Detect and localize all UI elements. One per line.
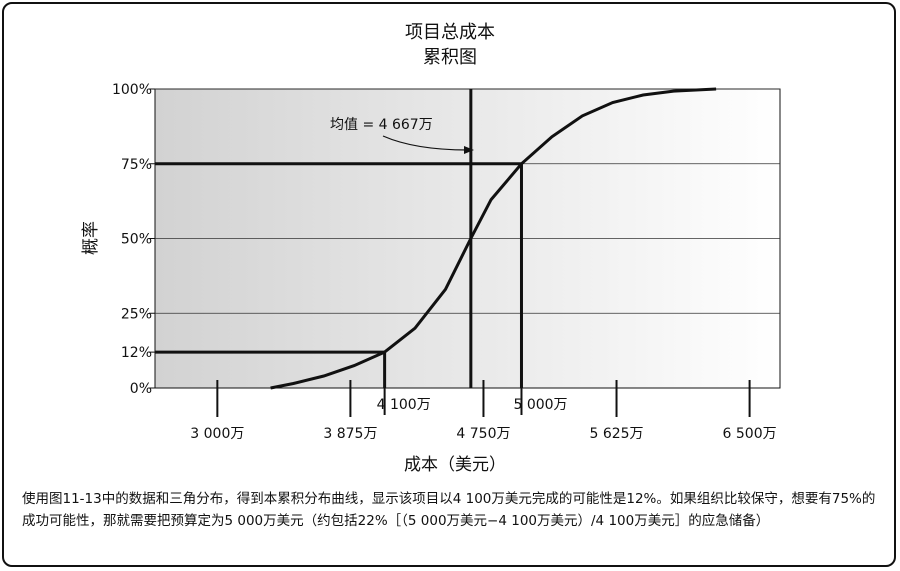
reference-markers: 4 100万 5 000万 [377,388,568,415]
y-axis-ticks: 100% 75% 50% 25% 12% 0% [112,82,155,397]
reference-lines [155,89,523,388]
marker-label: 5 000万 [513,397,567,413]
x-tick-label: 3 875万 [323,426,377,442]
marker-label: 4 100万 [377,397,431,413]
chart-subtitle: 累积图 [423,47,477,68]
y-tick-label: 25% [121,306,152,322]
x-tick-label: 3 000万 [190,426,244,442]
y-tick-label: 12% [121,345,152,361]
x-tick-label: 4 750万 [456,426,510,442]
y-tick-label: 75% [121,157,152,173]
y-axis-label: 概率 [81,221,101,255]
y-tick-label: 50% [121,232,152,248]
mean-annotation: 均值 = 4 667万 [330,117,433,133]
y-tick-label: 0% [130,381,152,397]
mean-annotation-arrowhead [464,146,474,154]
x-axis-ticks: 3 000万 3 875万 4 750万 5 625万 6 500万 [190,380,777,442]
y-tick-label: 100% [112,82,152,98]
cdf-curve [270,87,717,390]
chart-title: 项目总成本 [405,22,495,43]
mean-annotation-arrow [382,135,469,151]
x-tick-label: 5 625万 [589,426,643,442]
x-axis-label: 成本（美元） [404,455,506,475]
x-tick-label: 6 500万 [723,426,777,442]
figure-caption: 使用图11-13中的数据和三角分布，得到本累积分布曲线，显示该项目以4 100万… [22,491,876,529]
